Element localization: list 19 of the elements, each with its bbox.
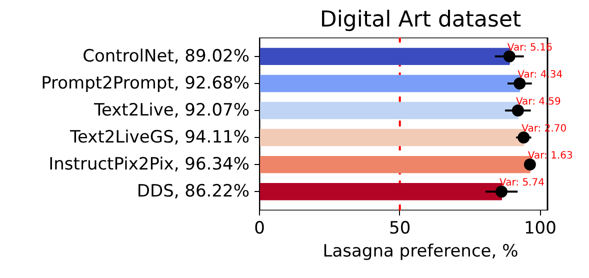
y-tick-label: Text2LiveGS, 94.11% (68, 128, 250, 148)
y-tick-label: ControlNet, 89.02% (82, 46, 250, 66)
x-tick-label: 50 (389, 218, 411, 238)
x-tick-label: 0 (254, 218, 265, 238)
y-tick-label: InstructPix2Pix, 96.34% (48, 154, 250, 175)
y-tick-label: DDS, 86.22% (136, 182, 250, 202)
point (514, 77, 526, 90)
x-axis-title: Lasagna preference, % (322, 242, 518, 262)
point (524, 158, 536, 171)
point (496, 186, 508, 198)
annotation: Var: 1.63 (528, 150, 573, 162)
point (503, 50, 516, 62)
annotation: Var: 5.74 (500, 178, 544, 189)
chart-title: Digital Art dataset (320, 8, 522, 32)
y-tick-label: Text2Live, 92.07% (92, 100, 250, 120)
point (512, 104, 524, 116)
x-tick-label: 100 (524, 218, 556, 238)
y-tick-label: Prompt2Prompt, 92.68% (41, 73, 250, 94)
point (518, 132, 530, 144)
